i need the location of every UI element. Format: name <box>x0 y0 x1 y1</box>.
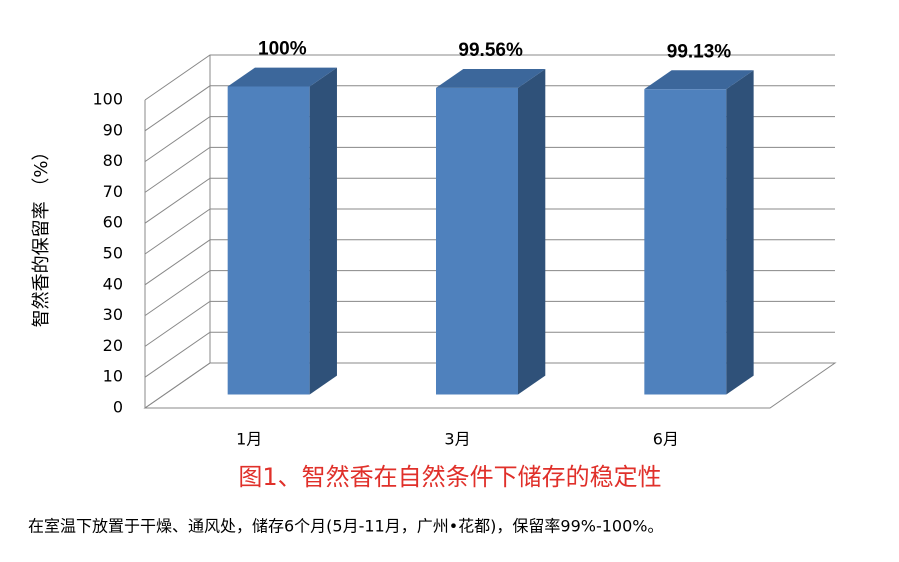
value-label: 99.56% <box>458 40 523 61</box>
y-tick-label: 40 <box>103 274 123 293</box>
y-tick-label: 80 <box>103 151 123 170</box>
value-label: 99.13% <box>667 41 732 62</box>
y-tick-label: 20 <box>103 336 123 355</box>
grid-line <box>144 208 835 255</box>
grid-line <box>144 116 835 163</box>
y-tick-label: 90 <box>103 120 123 139</box>
y-tick-label: 0 <box>113 398 123 417</box>
grid-line <box>144 177 835 224</box>
x-tick-label: 6月 <box>653 430 679 449</box>
grid-line <box>144 85 835 132</box>
bar-top <box>227 67 337 87</box>
grid-line <box>144 362 835 409</box>
grid-line <box>144 146 835 193</box>
value-label: 100% <box>258 39 307 60</box>
grid-line <box>144 54 835 101</box>
y-axis-label: 智然香的保留率 （%） <box>31 143 52 328</box>
bar-side <box>726 70 754 395</box>
grid-line <box>144 270 835 317</box>
bar-side <box>518 68 546 395</box>
bar-top <box>436 68 546 88</box>
x-tick-label: 1月 <box>236 430 262 449</box>
y-tick-label: 70 <box>103 182 123 201</box>
grid-line <box>144 331 835 378</box>
bar-front <box>227 86 310 395</box>
y-tick-label: 30 <box>103 305 123 324</box>
y-tick-label: 100 <box>92 90 123 109</box>
bar-front <box>644 89 727 395</box>
grid-line <box>144 239 835 286</box>
x-tick-label: 3月 <box>444 430 470 449</box>
bar-front <box>436 87 518 395</box>
grid-line <box>144 300 835 347</box>
y-tick-label: 10 <box>103 367 123 386</box>
bar-side <box>309 67 337 395</box>
y-tick-label: 60 <box>103 213 123 232</box>
y-tick-label: 50 <box>103 244 123 263</box>
note: 在室温下放置于干燥、通风处，储存6个月(5月-11月，广州•花都)，保留率99%… <box>28 517 664 536</box>
caption: 图1、智然香在自然条件下储存的稳定性 <box>238 463 661 491</box>
bar-top <box>644 70 754 90</box>
